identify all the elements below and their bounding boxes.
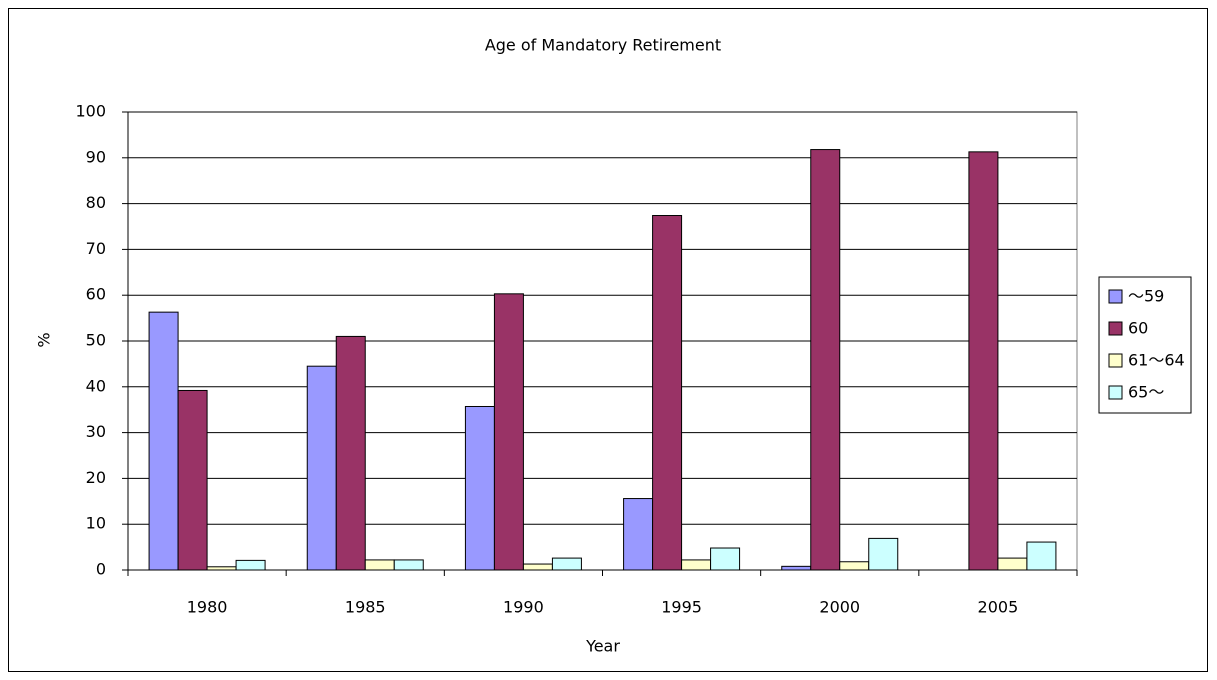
bar: [464, 405, 495, 571]
y-tick-label: 50: [86, 331, 106, 350]
bar: [148, 311, 179, 571]
y-tick-label: 80: [86, 193, 106, 212]
bar: [997, 557, 1028, 571]
y-tick-label: 10: [86, 514, 106, 533]
y-tick-label: 60: [86, 285, 106, 304]
bar: [1026, 541, 1057, 571]
x-tick-label: 1995: [661, 598, 702, 617]
x-tick-label: 2005: [978, 598, 1019, 617]
y-axis-title: %: [35, 332, 54, 347]
y-tick-label: 90: [86, 147, 106, 166]
chart-title: Age of Mandatory Retirement: [485, 36, 721, 55]
bar: [681, 559, 712, 571]
bar: [551, 557, 582, 571]
bar: [335, 335, 366, 571]
bar: [652, 215, 683, 571]
x-tick-label: 1980: [187, 598, 228, 617]
y-tick-label: 100: [75, 102, 106, 121]
bar: [522, 563, 553, 571]
bar: [810, 149, 841, 571]
legend-label: 61～64: [1128, 351, 1185, 370]
legend-swatch: [1108, 353, 1123, 368]
legend-label: ～59: [1128, 287, 1164, 306]
bar: [868, 537, 899, 571]
y-tick-label: 30: [86, 422, 106, 441]
y-tick-label: 40: [86, 376, 106, 395]
bar: [177, 389, 208, 571]
bar: [968, 151, 999, 571]
bar: [493, 293, 524, 571]
bar: [710, 547, 741, 571]
bar: [306, 365, 337, 571]
legend-swatch: [1108, 289, 1123, 304]
x-tick-label: 2000: [819, 598, 860, 617]
y-tick-label: 0: [96, 560, 106, 579]
y-tick-label: 20: [86, 468, 106, 487]
x-tick-label: 1990: [503, 598, 544, 617]
bar: [393, 559, 424, 571]
legend-label: 60: [1128, 319, 1148, 338]
legend-label: 65～: [1128, 383, 1164, 402]
bar: [364, 559, 395, 571]
bar: [623, 498, 654, 571]
y-tick-label: 70: [86, 239, 106, 258]
legend-swatch: [1108, 321, 1123, 336]
bar: [839, 561, 870, 571]
x-axis-title: Year: [585, 637, 620, 656]
x-tick-label: 1985: [345, 598, 386, 617]
legend-swatch: [1108, 385, 1123, 400]
bar: [235, 559, 266, 571]
bar: [781, 565, 812, 571]
